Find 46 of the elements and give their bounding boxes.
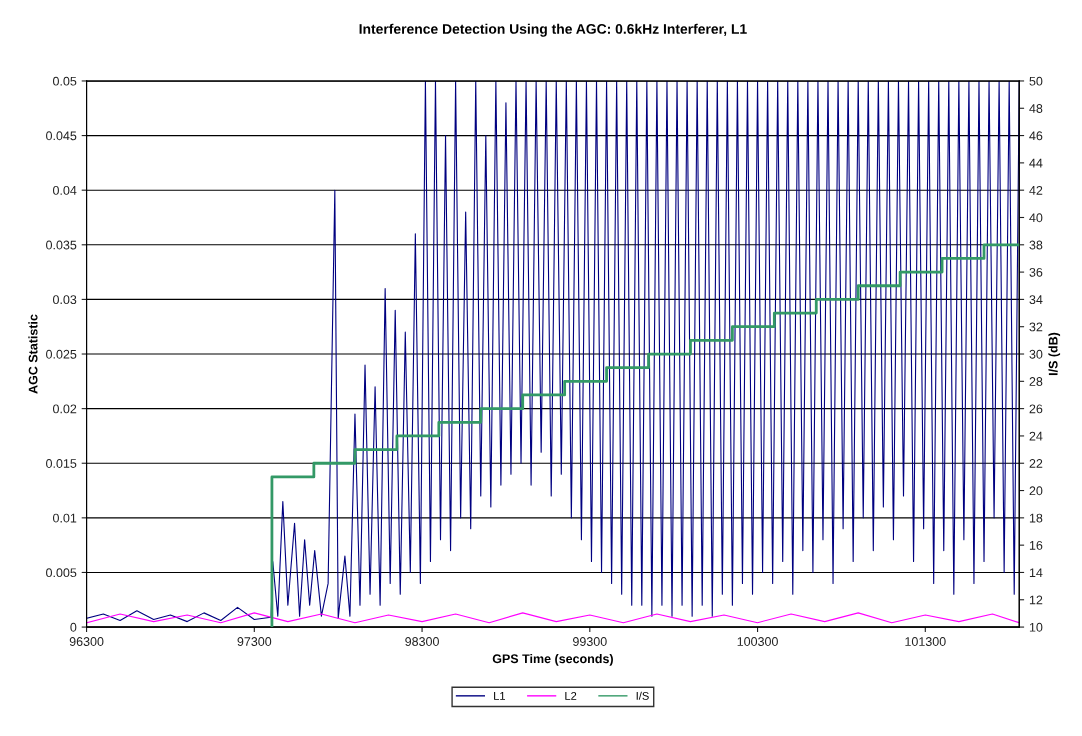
legend-label: L1 [494, 692, 506, 700]
y-axis-title: AGC Statistic [28, 314, 38, 394]
y2-tick-label: 10 [1029, 622, 1043, 632]
y2-tick-label: 20 [1029, 486, 1043, 496]
legend-label: I/S [636, 691, 649, 700]
x-tick-label: 101300 [905, 637, 946, 646]
y2-tick-label: 50 [1029, 76, 1043, 86]
x-tick-label: 98300 [405, 637, 439, 646]
y-tick-label: 0.04 [53, 185, 77, 195]
y2-axis-title: I/S (dB) [1048, 332, 1061, 376]
y2-tick-label: 38 [1029, 240, 1043, 250]
y-tick-label: 0.05 [53, 76, 77, 86]
y2-tick-label: 16 [1029, 540, 1043, 550]
y2-tick-label: 34 [1029, 295, 1043, 305]
y2-tick-label: 30 [1029, 349, 1043, 359]
y2-tick-label: 40 [1029, 213, 1043, 223]
y2-tick-label: 28 [1029, 377, 1043, 386]
y2-tick-label: 12 [1029, 595, 1043, 605]
legend-label: L2 [565, 691, 577, 700]
y2-tick-label: 22 [1029, 459, 1043, 468]
y-tick-label: 0.015 [46, 459, 77, 468]
y2-tick-label: 18 [1029, 513, 1043, 523]
y-tick-label: 0 [70, 622, 77, 632]
y2-tick-label: 48 [1029, 104, 1043, 113]
y2-tick-label: 32 [1029, 322, 1043, 332]
y2-tick-label: 26 [1029, 404, 1043, 414]
x-tick-label: 97300 [237, 637, 272, 646]
y2-tick-label: 44 [1029, 158, 1043, 168]
x-tick-label: 96300 [69, 637, 104, 646]
y2-tick-label: 14 [1029, 568, 1043, 577]
y2-tick-label: 42 [1029, 185, 1043, 195]
y-tick-label: 0.025 [46, 349, 77, 359]
line-series [86, 612, 1020, 624]
x-tick-label: 100300 [737, 637, 778, 646]
chart-title: Interference Detection Using the AGC: 0.6kHz Interferer, L1 [359, 23, 747, 37]
y2-tick-label: 24 [1029, 431, 1043, 441]
y-tick-label: 0.01 [53, 513, 77, 523]
x-tick-label: 99300 [573, 637, 607, 646]
y-tick-label: 0.03 [53, 295, 77, 305]
y2-tick-label: 36 [1029, 267, 1043, 277]
y-tick-label: 0.045 [46, 131, 77, 141]
y-tick-label: 0.02 [53, 404, 77, 414]
y-tick-label: 0.035 [46, 240, 77, 250]
y2-tick-label: 46 [1029, 131, 1043, 141]
x-axis-title: GPS Time (seconds) [492, 654, 613, 666]
y-tick-label: 0.005 [46, 568, 77, 578]
